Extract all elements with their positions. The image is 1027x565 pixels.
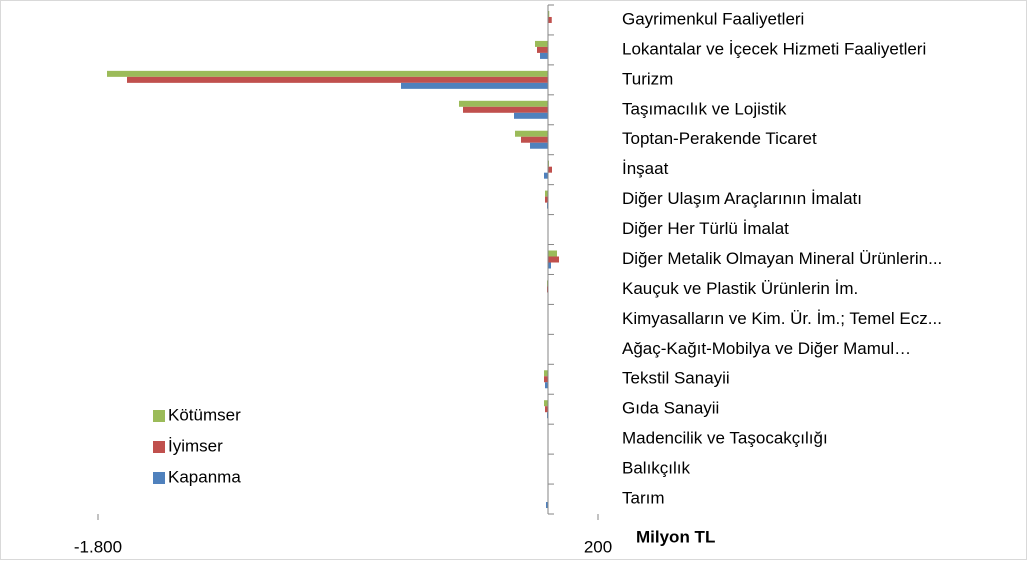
bar: [401, 82, 548, 89]
bar: [540, 52, 548, 59]
bar: [548, 10, 550, 17]
bar: [127, 76, 548, 83]
category-label: Madencilik ve Taşocakçılığı: [622, 429, 828, 448]
bar: [545, 406, 548, 413]
category-label: Gayrimenkul Faaliyetleri: [622, 9, 804, 28]
bar: [548, 166, 552, 173]
category-label: Diğer Metalik Olmayan Mineral Ürünlerin.…: [622, 249, 942, 268]
legend-swatch: [153, 410, 165, 422]
bar: [530, 142, 548, 149]
bar: [107, 70, 548, 77]
category-label: Kauçuk ve Plastik Ürünlerin İm.: [622, 279, 858, 298]
category-label: Taşımacılık ve Lojistik: [622, 99, 787, 118]
bar: [548, 250, 557, 257]
bar: [544, 172, 548, 179]
category-label: Diğer Ulaşım Araçlarının İmalatı: [622, 189, 862, 208]
category-label: Tekstil Sanayii: [622, 369, 730, 388]
bar: [545, 196, 548, 203]
x-tick-label: 200: [584, 537, 612, 556]
x-axis-label: Milyon TL: [636, 527, 715, 546]
category-label: Lokantalar ve İçecek Hizmeti Faaliyetler…: [622, 39, 926, 58]
legend-swatch: [153, 472, 165, 484]
legend-swatch: [153, 441, 165, 453]
legend-label: Kapanma: [168, 467, 241, 486]
bar: [544, 376, 548, 383]
category-label: Gıda Sanayii: [622, 399, 719, 418]
category-label: Toptan-Perakende Ticaret: [622, 129, 817, 148]
category-label: Tarım: [622, 489, 665, 508]
category-label: Diğer Her Türlü İmalat: [622, 219, 789, 238]
bar: [459, 100, 548, 107]
bar: [463, 106, 548, 113]
bar: [548, 256, 559, 263]
legend-label: İyimser: [168, 436, 223, 455]
bar: [515, 130, 548, 137]
category-label: Balıkçılık: [622, 459, 691, 478]
category-label: Turizm: [622, 69, 673, 88]
bar: [544, 400, 548, 407]
bar: [545, 382, 548, 389]
bar: [521, 136, 548, 143]
bar: [535, 40, 548, 47]
bar: [548, 16, 552, 23]
category-label: Ağaç-Kağıt-Mobilya ve Diğer Mamul…: [622, 339, 911, 358]
bar: [537, 46, 548, 53]
bar: [544, 370, 548, 377]
bar: [548, 262, 551, 269]
bar: [514, 112, 548, 119]
x-tick-label: -1.800: [74, 537, 122, 556]
bar: [545, 190, 548, 197]
category-label: İnşaat: [622, 159, 669, 178]
legend-label: Kötümser: [168, 405, 241, 424]
category-label: Kimyasalların ve Kim. Ür. İm.; Temel Ecz…: [622, 309, 942, 328]
bar: [546, 502, 548, 509]
